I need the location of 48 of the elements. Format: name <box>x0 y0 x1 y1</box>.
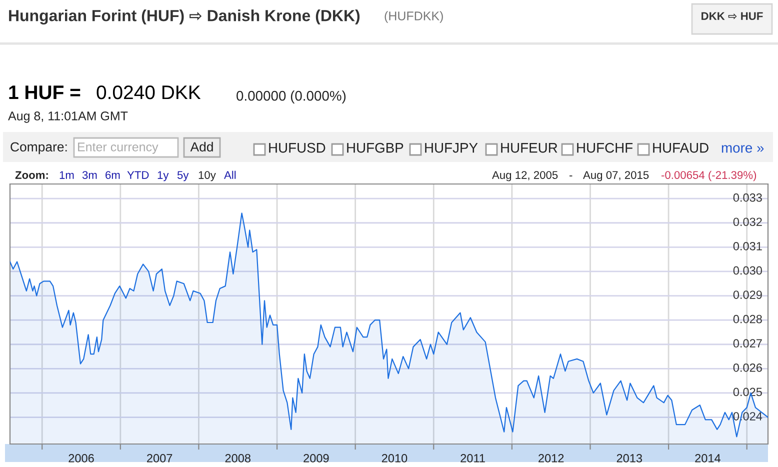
text: 6m <box>106 171 120 179</box>
y-tick-label: 0.028 <box>733 314 762 324</box>
y-tick-label: 0.033 <box>733 193 762 202</box>
text: Zoom: <box>15 171 48 179</box>
text: 1y <box>158 171 169 182</box>
x-tick-label: 2013 <box>616 454 642 462</box>
text: 1m <box>60 171 74 179</box>
text: - <box>569 175 572 176</box>
x-tick-label: 2008 <box>225 454 250 462</box>
y-tick-label: 0.027 <box>733 339 762 348</box>
text: Compare: <box>10 142 67 154</box>
chart-subtitle: (HUFDKK) <box>384 11 443 23</box>
text: Enter currency <box>78 142 158 154</box>
text: HUFEUR <box>501 143 558 153</box>
text: Add <box>190 142 213 152</box>
x-tick-label: 2012 <box>538 454 564 462</box>
x-tick-label: 2007 <box>147 454 172 462</box>
text: Aug 8, 11:01AM GMT <box>8 112 128 123</box>
text: HUFJPY <box>425 143 478 153</box>
x-tick-label: 2014 <box>695 454 720 462</box>
x-tick-label: 2009 <box>304 454 329 462</box>
text: YTD <box>127 171 149 179</box>
text: HUFCHF <box>577 142 633 153</box>
text: 5y <box>177 171 189 182</box>
text: 1 HUF = <box>9 86 80 100</box>
y-tick-label: 0.032 <box>733 218 762 226</box>
y-tick-label: 0.025 <box>733 388 762 396</box>
text: Aug 07, 2015 <box>583 171 649 182</box>
text: Aug 12, 2005 <box>492 171 558 182</box>
y-tick-label: 0.031 <box>733 242 762 250</box>
text: All <box>224 170 236 179</box>
text: 10y <box>198 171 216 182</box>
x-tick-label: 2010 <box>382 454 408 462</box>
chart-title: Hungarian Forint (HUF) ⇨ Danish Krone (DKK) <box>9 10 360 24</box>
text: 3m <box>82 171 97 179</box>
y-tick-label: 0.029 <box>733 290 762 299</box>
y-tick-label: 0.030 <box>733 266 762 275</box>
x-tick-label: 2006 <box>68 454 94 462</box>
text: 0.0240 DKK <box>96 85 201 100</box>
x-tick-label: 2011 <box>460 454 485 462</box>
text: HUFUSD <box>269 142 326 153</box>
text: 0.00000 (0.000%) <box>236 90 346 104</box>
text: -0.00654 (-21.39%) <box>661 170 756 182</box>
text: more » <box>722 145 764 153</box>
y-tick-label: 0.026 <box>733 363 762 372</box>
text: HUFGBP <box>347 142 404 153</box>
text: DKK ⇨ HUF <box>702 12 763 20</box>
text: HUFAUD <box>653 143 708 153</box>
